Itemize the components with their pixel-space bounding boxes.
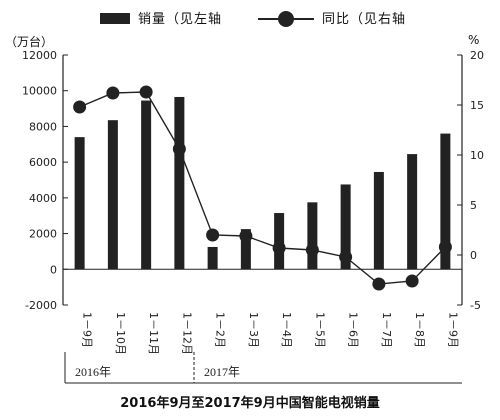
point-yoy (438, 240, 452, 254)
right-tick-label: 0 (470, 249, 477, 262)
left-tick-label: 6000 (29, 156, 57, 169)
legend-line-label: 同比（见右轴 (322, 12, 407, 27)
chart-caption: 2016年9月至2017年9月中国智能电视销量 (120, 396, 380, 411)
bar-sales (207, 246, 218, 270)
x-category-label: 1－9月 (81, 312, 94, 348)
left-tick-label: 4000 (29, 192, 57, 205)
point-yoy (339, 250, 353, 264)
x-category-label: 1－4月 (280, 312, 293, 348)
legend-marker-swatch (278, 11, 294, 27)
legend: 销量（见左轴 同比（见右轴 (0, 4, 500, 28)
bar-sales (340, 184, 351, 270)
legend-bar-label: 销量（见左轴 (138, 12, 223, 27)
bar-sales (107, 120, 118, 270)
point-yoy (206, 228, 220, 242)
bar-sales (74, 137, 85, 270)
point-yoy (73, 100, 87, 114)
right-tick-label: 20 (470, 49, 484, 62)
left-axis-unit: （万台） (5, 35, 54, 49)
year-label-2016: 2016年 (75, 365, 111, 379)
x-category-label: 1－6月 (347, 312, 360, 348)
x-category-label: 1－2月 (214, 312, 227, 348)
left-tick-label: 12000 (22, 49, 57, 62)
left-tick-label: 10000 (22, 85, 57, 98)
point-yoy (106, 86, 120, 100)
chart-plot-area: -2000 0 2000 4000 6000 8000 10000 12000 -5 0 5 10 15… (22, 49, 484, 384)
bar-sales (141, 100, 152, 270)
point-yoy (239, 229, 253, 243)
bar-sales (440, 133, 451, 270)
legend-bar-swatch (100, 13, 130, 24)
right-tick-label: 15 (470, 99, 484, 112)
year-label-2017: 2017年 (204, 365, 240, 379)
x-category-label: 1－5月 (313, 312, 326, 348)
left-tick-label: 8000 (29, 120, 57, 133)
bar-sales (240, 229, 251, 270)
right-axis-unit: % (468, 33, 480, 47)
bar-sales (174, 96, 185, 270)
x-category-label: 1－10月 (114, 312, 127, 355)
point-yoy (405, 274, 419, 288)
bar-sales (307, 202, 318, 270)
point-yoy (172, 142, 186, 156)
right-tick-label: -5 (470, 299, 481, 312)
point-yoy (272, 241, 286, 255)
point-yoy (372, 277, 386, 291)
left-tick-label: -2000 (25, 299, 57, 312)
bar-sales (407, 154, 418, 270)
right-tick-label: 5 (470, 199, 477, 212)
left-tick-label: 0 (50, 263, 57, 276)
left-tick-label: 2000 (29, 228, 57, 241)
bar-sales (274, 213, 285, 270)
x-category-label: 1－7月 (380, 312, 393, 348)
bar-sales (373, 171, 384, 270)
x-category-label: 1－8月 (413, 312, 426, 348)
line-yoy (79, 91, 446, 285)
x-category-label: 1－11月 (147, 312, 160, 355)
x-category-label: 1－3月 (247, 312, 260, 348)
point-yoy (305, 243, 319, 257)
right-tick-label: 10 (470, 149, 484, 162)
point-yoy (139, 85, 153, 99)
x-category-label: 1－9月 (446, 312, 459, 348)
x-category-label: 1－12月 (180, 312, 193, 355)
